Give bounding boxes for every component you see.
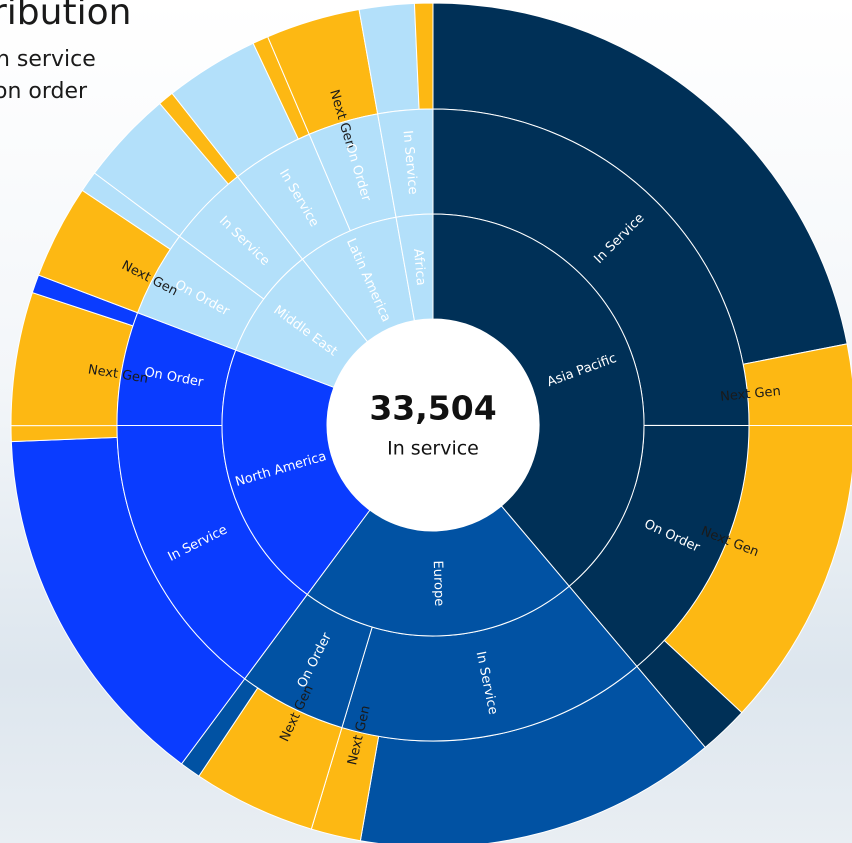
legend-entry: n service (0, 47, 96, 72)
chart-title: ribution (0, 0, 131, 33)
segment-label: Africa (410, 248, 428, 286)
segment-label: In Service (400, 130, 421, 195)
legend-entry: on order (0, 79, 88, 104)
center-caption: In service (387, 438, 479, 460)
center-value: 33,504 (369, 389, 496, 428)
segment-label: Europe (430, 560, 446, 606)
segment-label: Next Gen (720, 384, 782, 405)
center-hole (327, 319, 539, 531)
